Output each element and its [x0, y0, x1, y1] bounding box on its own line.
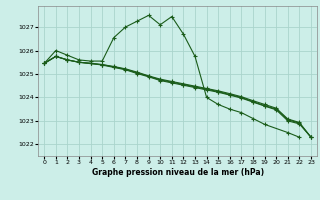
X-axis label: Graphe pression niveau de la mer (hPa): Graphe pression niveau de la mer (hPa) [92, 168, 264, 177]
